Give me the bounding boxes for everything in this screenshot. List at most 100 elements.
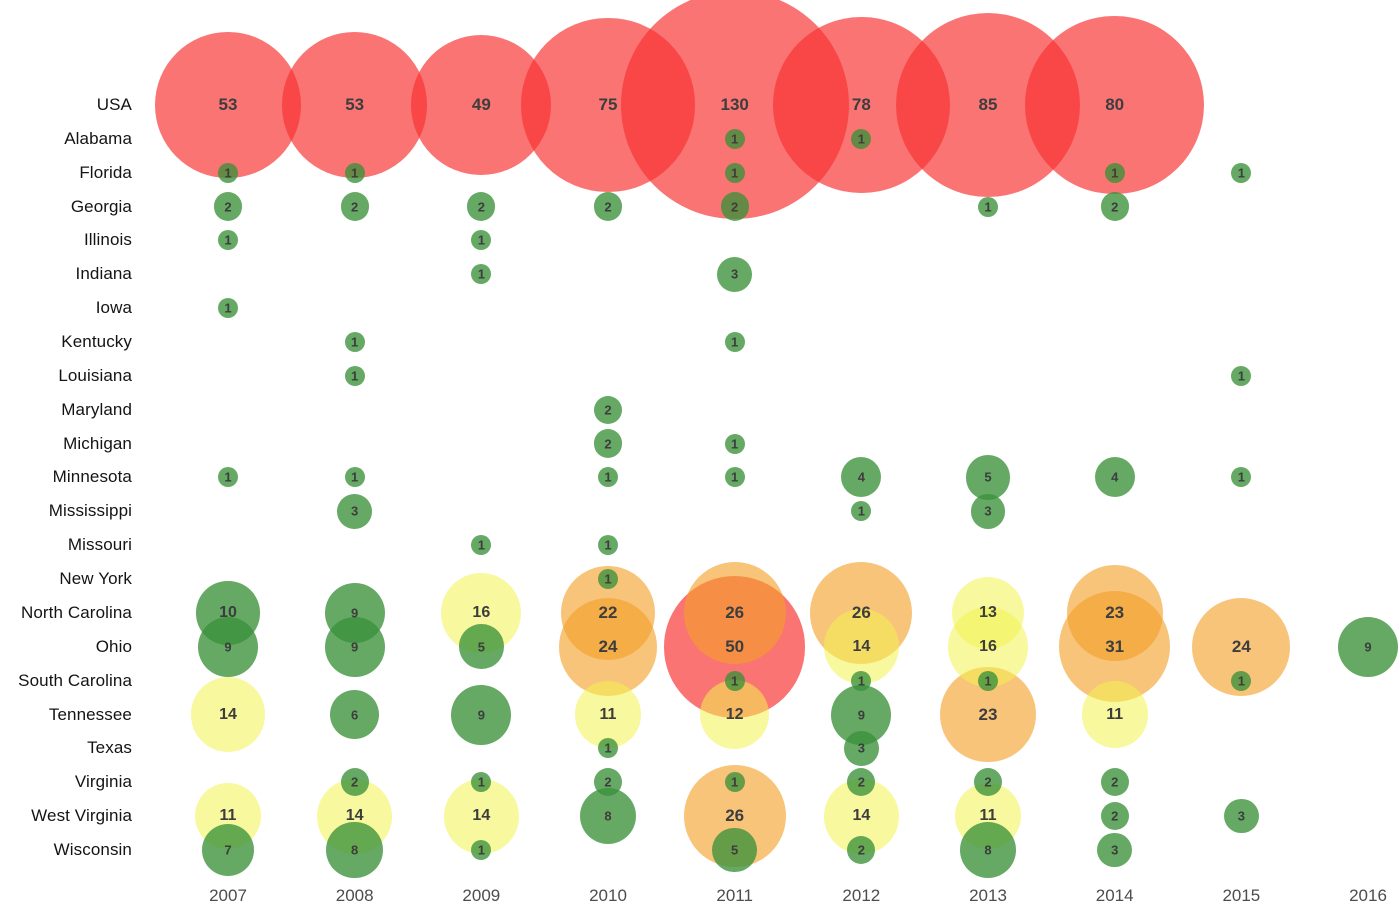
bubble-value-new-york-2010: 1	[604, 571, 612, 587]
bubble-west-virginia-2015	[1224, 798, 1259, 834]
bubble-value-tennessee-2010: 11	[599, 705, 617, 723]
bubble-virginia-2014	[1100, 768, 1129, 797]
row-label-south-carolina: South Carolina	[18, 670, 132, 690]
row-label-ohio: Ohio	[95, 636, 132, 656]
bubble-ohio-2008	[324, 616, 385, 677]
bubble-value-georgia-2013: 1	[984, 199, 992, 215]
bubble-value-alabama-2011: 1	[731, 131, 739, 147]
bubble-value-minnesota-2012: 4	[857, 469, 865, 485]
bubble-minnesota-2007	[218, 467, 238, 488]
bubble-value-florida-2014: 1	[1111, 165, 1119, 181]
bubble-usa-2012	[773, 16, 950, 194]
x-tick-2013: 2013	[969, 886, 1007, 905]
bubble-missouri-2010	[598, 535, 618, 556]
bubble-georgia-2009	[467, 192, 496, 221]
bubble-minnesota-2010	[598, 467, 618, 488]
bubble-value-west-virginia-2012: 14	[852, 807, 871, 825]
row-label-west-virginia: West Virginia	[31, 806, 132, 826]
bubble-georgia-2014	[1100, 192, 1129, 221]
bubble-value-ohio-2013: 16	[979, 637, 997, 655]
bubble-georgia-2008	[340, 192, 369, 221]
bubble-south-carolina-2013	[978, 670, 999, 691]
row-label-kentucky: Kentucky	[61, 332, 132, 352]
bubble-value-texas-2010: 1	[604, 740, 612, 756]
bubble-value-north-carolina-2013: 13	[979, 603, 997, 621]
bubble-value-louisiana-2008: 1	[351, 368, 359, 384]
bubble-value-tennessee-2014: 11	[1106, 705, 1124, 723]
bubble-usa-2009	[411, 35, 552, 175]
row-label-north-carolina: North Carolina	[20, 602, 132, 622]
bubble-louisiana-2008	[344, 365, 365, 386]
bubble-value-kentucky-2011: 1	[731, 334, 739, 350]
bubble-wisconsin-2008	[326, 821, 383, 879]
bubble-kentucky-2008	[344, 332, 365, 353]
bubble-value-usa-2009: 49	[471, 95, 491, 114]
bubble-georgia-2007	[213, 192, 243, 221]
bubble-virginia-2013	[973, 768, 1003, 797]
bubble-value-minnesota-2008: 1	[351, 469, 359, 485]
bubble-value-texas-2012: 3	[857, 740, 865, 756]
bubble-value-michigan-2010: 2	[604, 436, 612, 452]
bubble-value-usa-2008: 53	[345, 95, 365, 114]
bubble-tennessee-2010	[574, 681, 642, 748]
bubble-value-usa-2014: 80	[1105, 95, 1125, 114]
bubble-mississippi-2008	[337, 494, 372, 529]
bubble-value-tennessee-2011: 12	[725, 705, 744, 723]
bubble-maryland-2010	[593, 395, 623, 424]
bubble-kentucky-2011	[724, 332, 745, 353]
bubble-usa-2007	[155, 32, 301, 178]
bubble-value-usa-2012: 78	[851, 95, 871, 114]
bubble-value-virginia-2013: 2	[984, 774, 992, 790]
bubble-value-west-virginia-2014: 2	[1111, 808, 1119, 824]
bubble-value-south-carolina-2011: 1	[731, 673, 739, 689]
bubble-south-carolina-2012	[851, 670, 872, 691]
bubble-minnesota-2012	[841, 457, 882, 498]
bubble-value-ohio-2012: 14	[852, 637, 871, 655]
bubble-minnesota-2013	[965, 455, 1011, 500]
bubble-value-iowa-2007: 1	[224, 300, 232, 316]
bubble-value-missouri-2009: 1	[477, 537, 485, 553]
bubble-value-minnesota-2011: 1	[731, 469, 739, 485]
bubble-value-wisconsin-2008: 8	[351, 842, 359, 858]
bubble-value-ohio-2016: 9	[1364, 639, 1372, 655]
bubble-illinois-2007	[218, 230, 238, 251]
bubble-value-south-carolina-2013: 1	[984, 673, 992, 689]
bubble-value-tennessee-2007: 14	[219, 705, 237, 723]
bubble-value-south-carolina-2015: 1	[1237, 673, 1245, 689]
bubble-value-usa-2013: 85	[978, 95, 998, 114]
bubble-florida-2007	[218, 162, 238, 183]
bubble-value-wisconsin-2013: 8	[984, 842, 992, 858]
bubble-value-west-virginia-2010: 8	[604, 808, 612, 824]
x-tick-2010: 2010	[589, 886, 627, 905]
row-label-missouri: Missouri	[67, 535, 132, 555]
bubble-ohio-2009	[458, 624, 504, 670]
row-label-mississippi: Mississippi	[48, 501, 132, 521]
bubble-ohio-2016	[1338, 616, 1399, 677]
bubble-value-north-carolina-2011: 26	[725, 602, 745, 622]
row-label-louisiana: Louisiana	[58, 365, 132, 385]
bubble-value-georgia-2014: 2	[1111, 199, 1119, 215]
bubble-value-wisconsin-2007: 7	[224, 842, 232, 858]
bubble-value-ohio-2010: 24	[598, 636, 618, 656]
bubble-value-virginia-2014: 2	[1111, 774, 1119, 790]
bubble-value-louisiana-2015: 1	[1237, 368, 1245, 384]
bubble-value-north-carolina-2007: 10	[219, 603, 237, 621]
row-label-alabama: Alabama	[64, 128, 132, 148]
row-label-michigan: Michigan	[63, 433, 132, 453]
bubble-florida-2011	[724, 162, 745, 183]
bubble-florida-2008	[344, 162, 365, 183]
bubble-north-carolina-2014	[1066, 564, 1163, 661]
bubble-value-south-carolina-2012: 1	[857, 673, 865, 689]
bubble-value-tennessee-2012: 9	[857, 707, 865, 723]
bubble-value-wisconsin-2014: 3	[1111, 842, 1119, 858]
bubble-value-ohio-2007: 9	[224, 639, 232, 655]
bubble-tennessee-2011	[700, 679, 770, 750]
bubble-value-missouri-2010: 1	[604, 537, 612, 553]
bubble-value-illinois-2009: 1	[477, 232, 485, 248]
bubble-value-florida-2011: 1	[731, 165, 739, 181]
bubble-value-michigan-2011: 1	[731, 436, 739, 452]
row-label-iowa: Iowa	[95, 298, 132, 318]
bubble-texas-2012	[844, 731, 879, 766]
